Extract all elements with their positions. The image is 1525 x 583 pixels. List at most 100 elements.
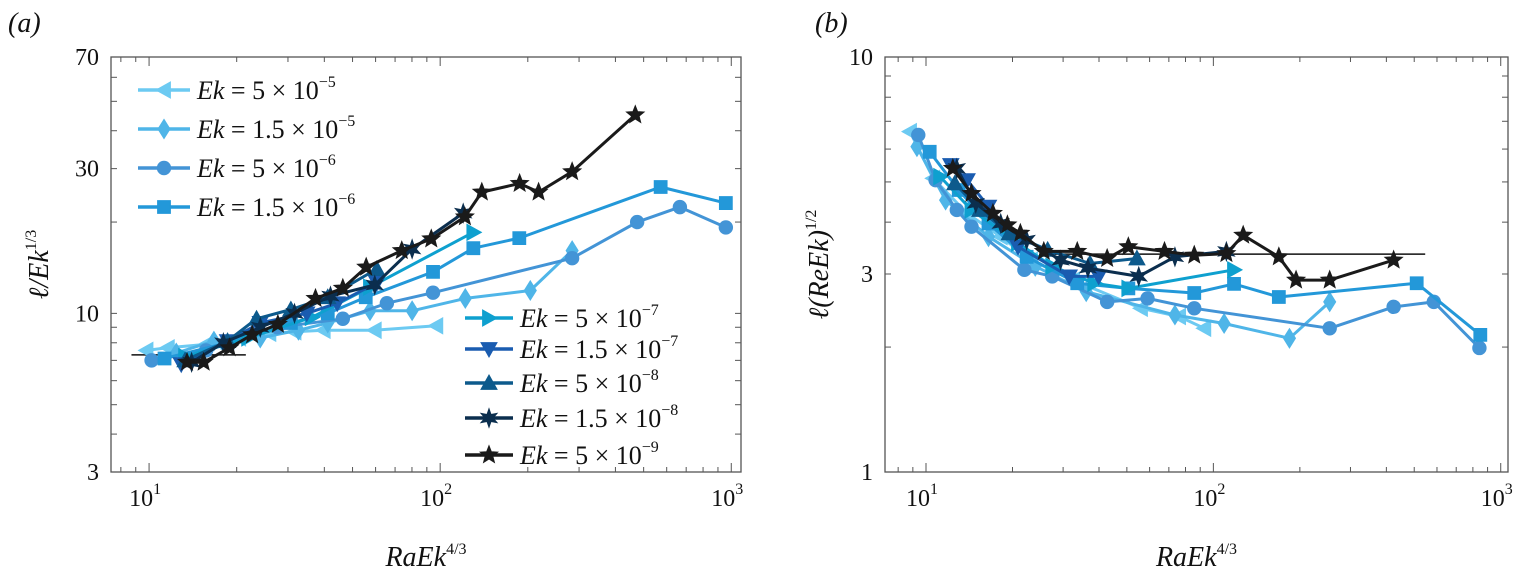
data-point <box>335 311 351 326</box>
data-point <box>365 274 385 296</box>
x-tick-label-base: 10 <box>420 486 444 512</box>
legend-label-symbol: Ek <box>519 441 548 470</box>
x-tick-label-exp: 1 <box>930 481 938 498</box>
data-point <box>1010 222 1031 242</box>
data-point <box>1097 247 1118 268</box>
legend-label: Ek = 1.5 × 10−5 <box>196 113 355 144</box>
legend-entry: Ek = 5 × 10−6 <box>138 152 336 183</box>
legend-marker <box>157 118 171 140</box>
series-8 <box>176 104 646 371</box>
legend-label: Ek = 5 × 10−7 <box>519 302 659 333</box>
panel-label: (b) <box>815 8 848 39</box>
legend-label: Ek = 5 × 10−8 <box>519 367 659 398</box>
data-point <box>933 167 950 186</box>
legend-entry: Ek = 5 × 10−9 <box>465 439 659 470</box>
data-point <box>157 351 172 366</box>
legend-label: Ek = 5 × 10−5 <box>196 74 336 105</box>
data-point <box>1187 286 1202 300</box>
data-point <box>1078 257 1098 279</box>
legend-label: Ek = 1.5 × 10−7 <box>519 333 678 364</box>
x-axis-label-exp: 4/3 <box>446 541 466 558</box>
data-point <box>1051 249 1070 271</box>
data-point <box>1168 304 1182 326</box>
legend-label: Ek = 1.5 × 10−6 <box>196 191 355 222</box>
legend-label-exp: −7 <box>661 333 678 350</box>
data-point <box>391 240 412 260</box>
y-axis-label-exp: 1/3 <box>23 230 40 250</box>
legend-label-value: = 5 × 10 <box>547 369 641 398</box>
data-point <box>653 180 668 194</box>
y-tick-label: 30 <box>75 157 99 183</box>
data-point <box>718 196 733 210</box>
legend-label-value: = 5 × 10 <box>547 441 641 470</box>
data-point <box>562 161 583 181</box>
x-axis-label: RaEk4/3 <box>384 541 466 573</box>
legend-entry: Ek = 5 × 10−7 <box>465 302 659 333</box>
data-point <box>1282 327 1297 349</box>
series-line <box>915 145 1331 340</box>
data-point <box>332 277 353 297</box>
data-point <box>629 214 645 230</box>
series-line <box>190 211 465 364</box>
data-point <box>1154 240 1175 260</box>
data-point <box>1184 244 1205 264</box>
data-point <box>982 202 1003 222</box>
x-tick-label-base: 10 <box>906 486 930 512</box>
data-point <box>1268 246 1289 266</box>
series-1 <box>910 136 1337 349</box>
data-point <box>144 353 159 368</box>
legend-marker <box>154 81 171 99</box>
data-point <box>1322 321 1337 336</box>
data-point <box>1187 301 1202 316</box>
legend: Ek = 5 × 10−5 Ek = 1.5 × 10−5 Ek = 5 × 10−… <box>138 74 355 222</box>
data-point <box>426 264 440 279</box>
data-point <box>1128 249 1146 266</box>
y-tick-label: 10 <box>75 301 99 327</box>
legend-label: Ek = 5 × 10−9 <box>519 439 659 470</box>
legend-label-value: = 1.5 × 10 <box>547 404 661 433</box>
data-point <box>1227 260 1244 279</box>
legend-label: Ek = 1.5 × 10−8 <box>519 402 678 433</box>
data-point <box>1067 240 1088 260</box>
legend-marker <box>479 407 499 429</box>
x-tick-label: 103 <box>711 481 743 512</box>
data-point <box>564 251 580 266</box>
legend-marker <box>478 444 500 464</box>
data-point <box>1087 274 1104 293</box>
x-axis-label-base: RaEk <box>1155 542 1217 573</box>
x-axis-label-base: RaEk <box>384 542 446 573</box>
data-point <box>1129 265 1149 288</box>
data-point <box>1118 236 1139 256</box>
series-0 <box>901 122 1212 338</box>
data-point <box>219 337 240 357</box>
x-tick-label-exp: 2 <box>1217 481 1225 498</box>
legend-entry: Ek = 1.5 × 10−8 <box>465 402 678 433</box>
data-point <box>1233 224 1254 244</box>
x-tick-label-exp: 2 <box>444 481 452 498</box>
data-point <box>1386 299 1401 315</box>
legend: Ek = 5 × 10−7Ek = 1.5 × 10−7Ek = 5 × 10−… <box>465 302 678 470</box>
data-point <box>1216 243 1237 263</box>
data-point <box>1033 240 1054 260</box>
data-point <box>1286 269 1307 289</box>
data-point <box>1060 269 1079 286</box>
legend-label-symbol: Ek <box>519 369 548 398</box>
y-tick-label: 3 <box>87 460 99 486</box>
x-tick-label-base: 10 <box>711 486 735 512</box>
x-axis-label-exp: 4/3 <box>1217 541 1237 558</box>
legend-marker <box>157 200 171 214</box>
data-point <box>454 206 475 226</box>
legend-entry: Ek = 1.5 × 10−6 <box>138 191 355 222</box>
legend-label-symbol: Ek <box>196 193 225 222</box>
data-point <box>367 260 386 276</box>
data-point <box>458 287 472 309</box>
data-point <box>176 351 198 371</box>
data-point <box>1271 290 1286 304</box>
data-point <box>1140 291 1155 306</box>
panel-label: (a) <box>8 8 41 39</box>
legend-label-exp: −9 <box>642 439 659 456</box>
data-point <box>305 287 326 307</box>
data-point <box>672 199 688 215</box>
data-point <box>421 228 442 248</box>
